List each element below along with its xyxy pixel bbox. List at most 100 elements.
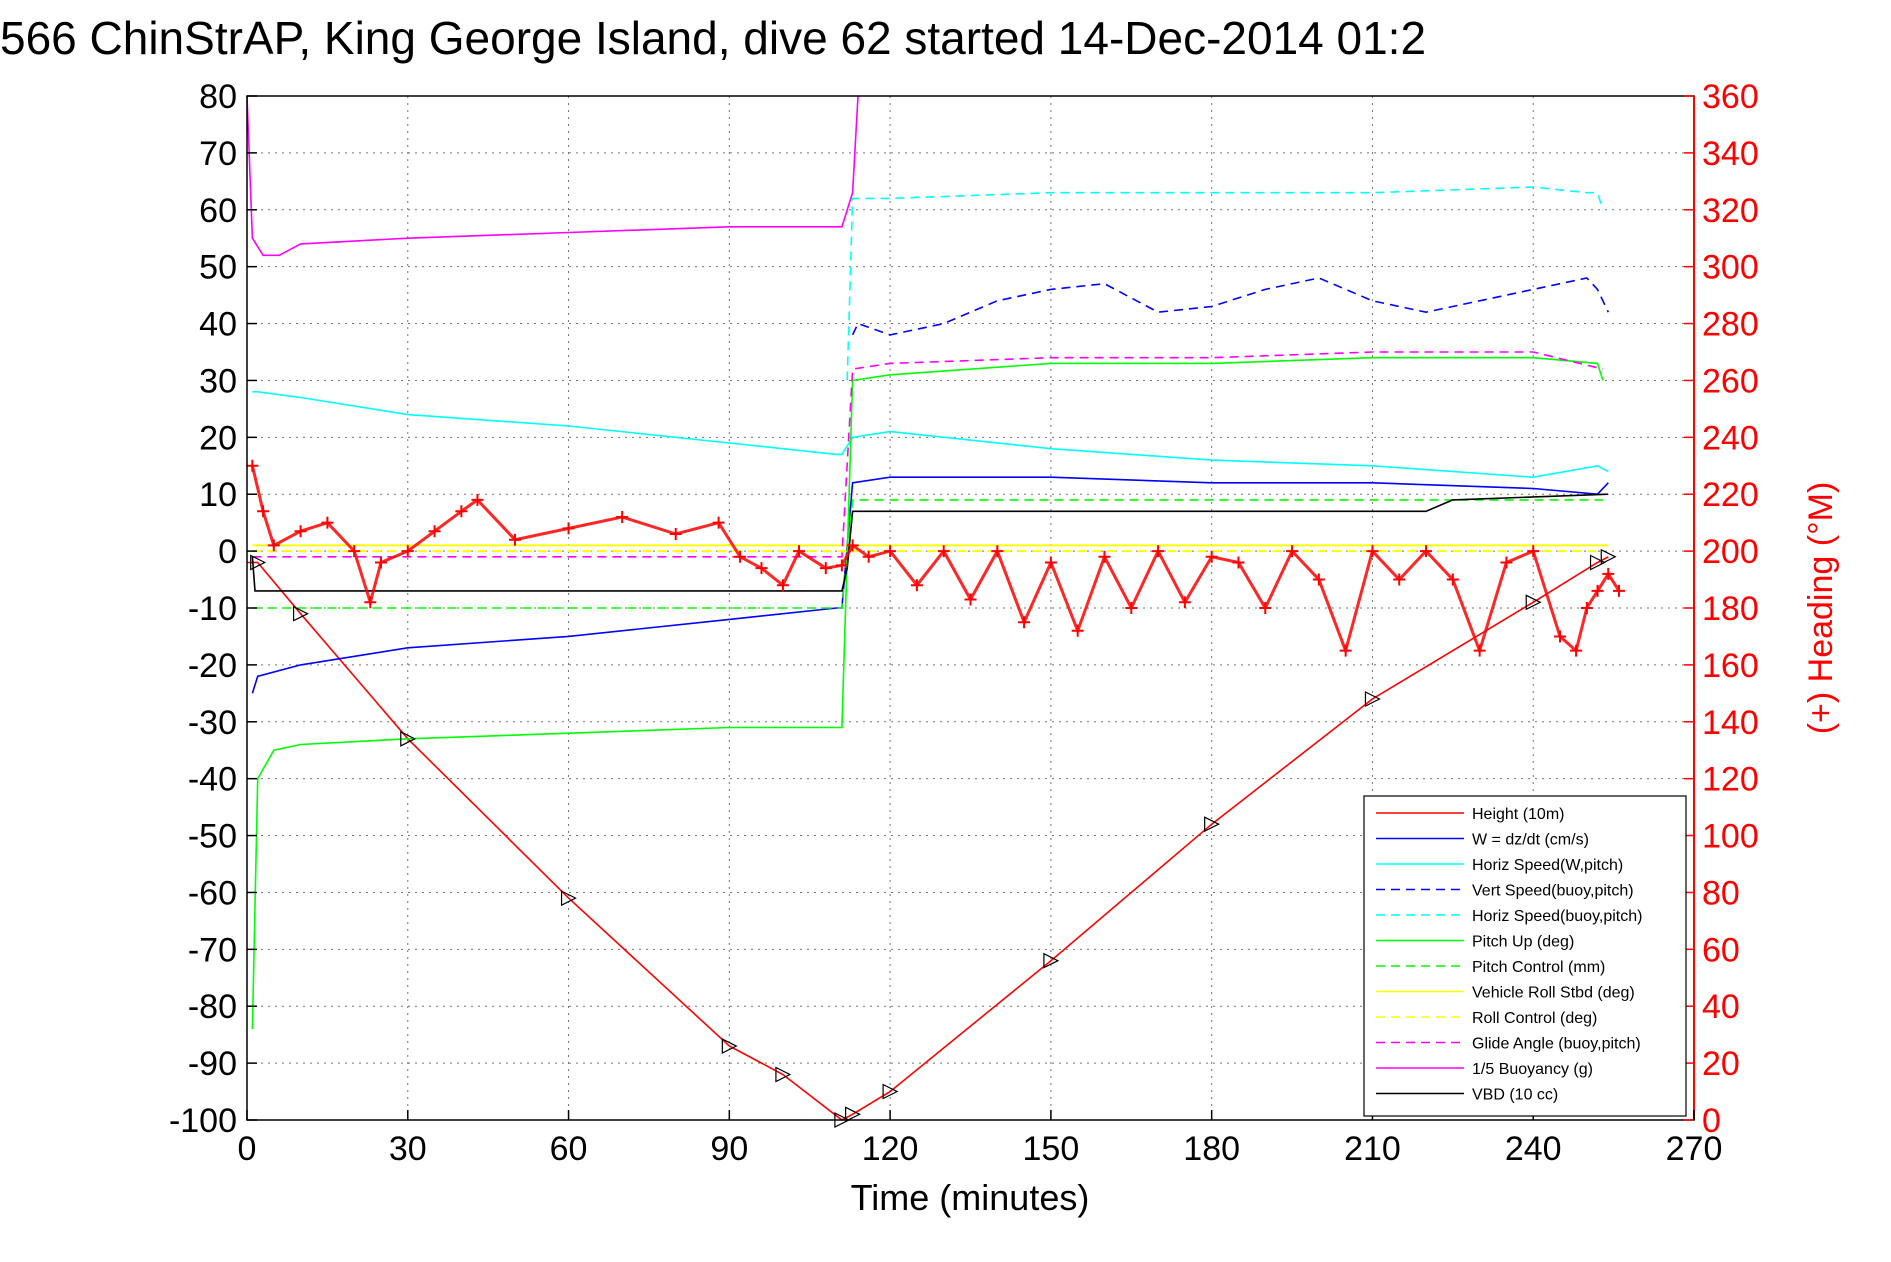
legend: Height (10m) W = dz/dt (cm/s) Horiz Speed(… — [1363, 795, 1687, 1117]
legend-label: Pitch Control (mm) — [1472, 959, 1605, 976]
heading-marker — [257, 505, 270, 518]
heading-marker — [835, 559, 848, 572]
y-left-tick-label: 30 — [199, 362, 237, 400]
x-axis-label: Time (minutes) — [851, 1177, 1090, 1218]
heading-marker — [1018, 616, 1031, 629]
heading-marker — [428, 525, 441, 538]
heading-marker — [884, 545, 897, 558]
x-tick-label: 180 — [1183, 1130, 1240, 1168]
legend-label: Glide Angle (buoy,pitch) — [1472, 1036, 1641, 1053]
legend-label: 1/5 Buoyancy (g) — [1472, 1061, 1593, 1078]
y-left-tick-label: -30 — [188, 704, 237, 742]
depth-marker — [844, 1106, 861, 1123]
heading-marker — [401, 545, 414, 558]
heading-marker — [1312, 573, 1325, 586]
heading-marker — [1591, 584, 1604, 597]
y-right-tick-label: 140 — [1702, 704, 1759, 742]
heading-marker — [1044, 556, 1057, 569]
legend-label: Height (10m) — [1472, 806, 1564, 823]
heading-marker — [1259, 602, 1272, 614]
heading-marker — [471, 493, 484, 506]
y-left-tick-label: -10 — [188, 590, 237, 628]
series-line — [252, 351, 1604, 558]
heading-marker — [455, 505, 468, 518]
heading-marker — [862, 550, 875, 563]
y-left-tick-label: 80 — [199, 78, 237, 116]
y-right-tick-label: 340 — [1702, 135, 1759, 173]
y-axis-right-label: (+) Heading (°M) — [1802, 482, 1840, 735]
heading-marker — [1500, 556, 1513, 569]
y-right-tick-label: 320 — [1702, 192, 1759, 230]
y-left-tick-label: -20 — [188, 647, 237, 685]
y-right-tick-label: 220 — [1702, 476, 1759, 514]
heading-marker — [910, 579, 923, 592]
depth-marker — [1600, 548, 1617, 565]
heading-marker — [793, 545, 806, 558]
series-line — [252, 499, 1603, 609]
y-right-tick-label: 280 — [1702, 306, 1759, 344]
legend-label: Roll Control (deg) — [1472, 1010, 1597, 1027]
depth-marker — [250, 554, 267, 571]
y-left-tick-label: 70 — [199, 135, 237, 173]
heading-marker — [1125, 602, 1138, 614]
depth-marker — [292, 605, 309, 622]
heading-marker — [1366, 545, 1379, 558]
y-axis-right: 3603403203002802602402202001801601401201… — [1684, 78, 1759, 1140]
y-left-tick-label: 10 — [199, 476, 237, 514]
y-left-tick-label: -90 — [188, 1045, 237, 1083]
heading-marker — [964, 593, 977, 606]
heading-marker — [1612, 584, 1625, 597]
chart-title: 566 ChinStrAP, King George Island, dive … — [0, 12, 1426, 64]
heading-trace — [250, 465, 1621, 656]
heading-marker — [1098, 550, 1111, 563]
y-left-tick-label: 20 — [199, 419, 237, 457]
y-axis-left: 80 70 60 50 40 30 20 10 0 -10 -20 -30 -40 -50 -60 -70 -8… — [169, 78, 257, 1140]
depth-marker — [400, 730, 417, 747]
y-left-tick-label: -80 — [188, 988, 237, 1026]
depth-marker — [1204, 816, 1221, 833]
depth-marker — [560, 890, 577, 907]
y-left-tick-label: 60 — [199, 192, 237, 230]
y-right-tick-label: 20 — [1702, 1045, 1740, 1083]
heading-marker — [755, 562, 768, 575]
series-line — [252, 390, 1609, 479]
y-right-tick-label: 120 — [1702, 761, 1759, 799]
heading-marker — [1339, 644, 1352, 657]
legend-label: W = dz/dt (cm/s) — [1472, 832, 1589, 849]
heading-marker — [1178, 596, 1191, 609]
depth-marker — [1043, 952, 1060, 969]
y-right-tick-label: 260 — [1702, 362, 1759, 400]
x-tick-label: 30 — [389, 1130, 427, 1168]
depth-marker — [882, 1083, 899, 1100]
heading-marker — [374, 556, 387, 569]
x-tick-label: 0 — [238, 1130, 257, 1168]
series-line — [246, 95, 859, 257]
y-right-tick-label: 160 — [1702, 647, 1759, 685]
depth-marker — [1364, 691, 1381, 707]
heading-marker — [1554, 630, 1567, 643]
heading-marker — [364, 596, 377, 609]
y-right-tick-label: 80 — [1702, 874, 1740, 912]
heading-marker — [1580, 602, 1593, 614]
heading-marker — [1286, 545, 1299, 558]
x-axis: 0 30 60 90 120 150 180 210 240 270 — [238, 1110, 1722, 1168]
y-right-tick-label: 300 — [1702, 249, 1759, 287]
legend-label: Horiz Speed(W,pitch) — [1472, 857, 1623, 874]
heading-marker — [1232, 556, 1245, 569]
series-line — [251, 356, 1604, 1030]
heading-marker — [1205, 550, 1218, 563]
x-tick-label: 60 — [550, 1130, 588, 1168]
heading-marker — [1393, 573, 1406, 586]
series-group — [246, 95, 1617, 1128]
heading-marker — [1473, 644, 1486, 657]
legend-box — [1363, 795, 1687, 1117]
y-right-tick-label: 200 — [1702, 533, 1759, 571]
series-line — [251, 493, 1609, 592]
heading-marker — [267, 539, 280, 552]
depth-marker — [775, 1066, 792, 1083]
heading-marker — [669, 528, 682, 541]
x-tick-label: 210 — [1344, 1130, 1401, 1168]
y-left-tick-label: 40 — [199, 306, 237, 344]
heading-marker — [1071, 624, 1084, 637]
